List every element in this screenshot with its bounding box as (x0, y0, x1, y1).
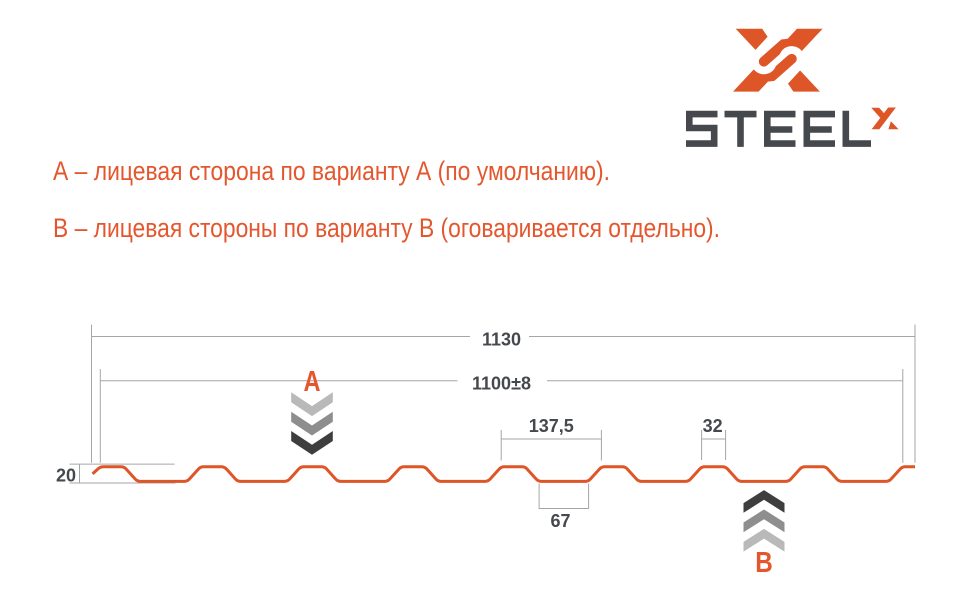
svg-text:1100±8: 1100±8 (472, 374, 531, 394)
svg-text:67: 67 (550, 511, 570, 531)
svg-text:1130: 1130 (482, 329, 521, 349)
svg-text:В – лицевая стороны по вариант: В – лицевая стороны по варианту В (огова… (53, 213, 720, 243)
svg-text:А – лицевая сторона по вариант: А – лицевая сторона по варианту А (по ум… (53, 156, 610, 186)
svg-text:137,5: 137,5 (529, 416, 574, 436)
svg-text:В: В (755, 547, 773, 579)
svg-text:32: 32 (703, 416, 723, 436)
svg-text:20: 20 (56, 465, 76, 485)
svg-text:А: А (304, 366, 321, 398)
